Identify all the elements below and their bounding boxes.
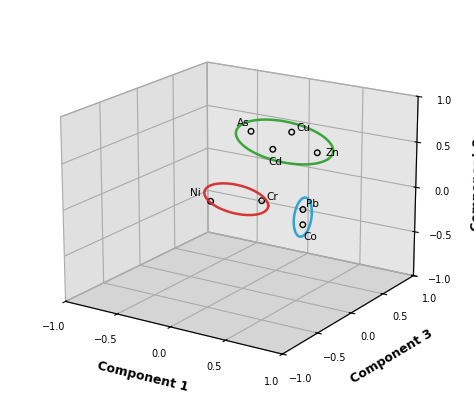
X-axis label: Component 1: Component 1 xyxy=(96,359,190,393)
Y-axis label: Component 3: Component 3 xyxy=(348,326,435,385)
